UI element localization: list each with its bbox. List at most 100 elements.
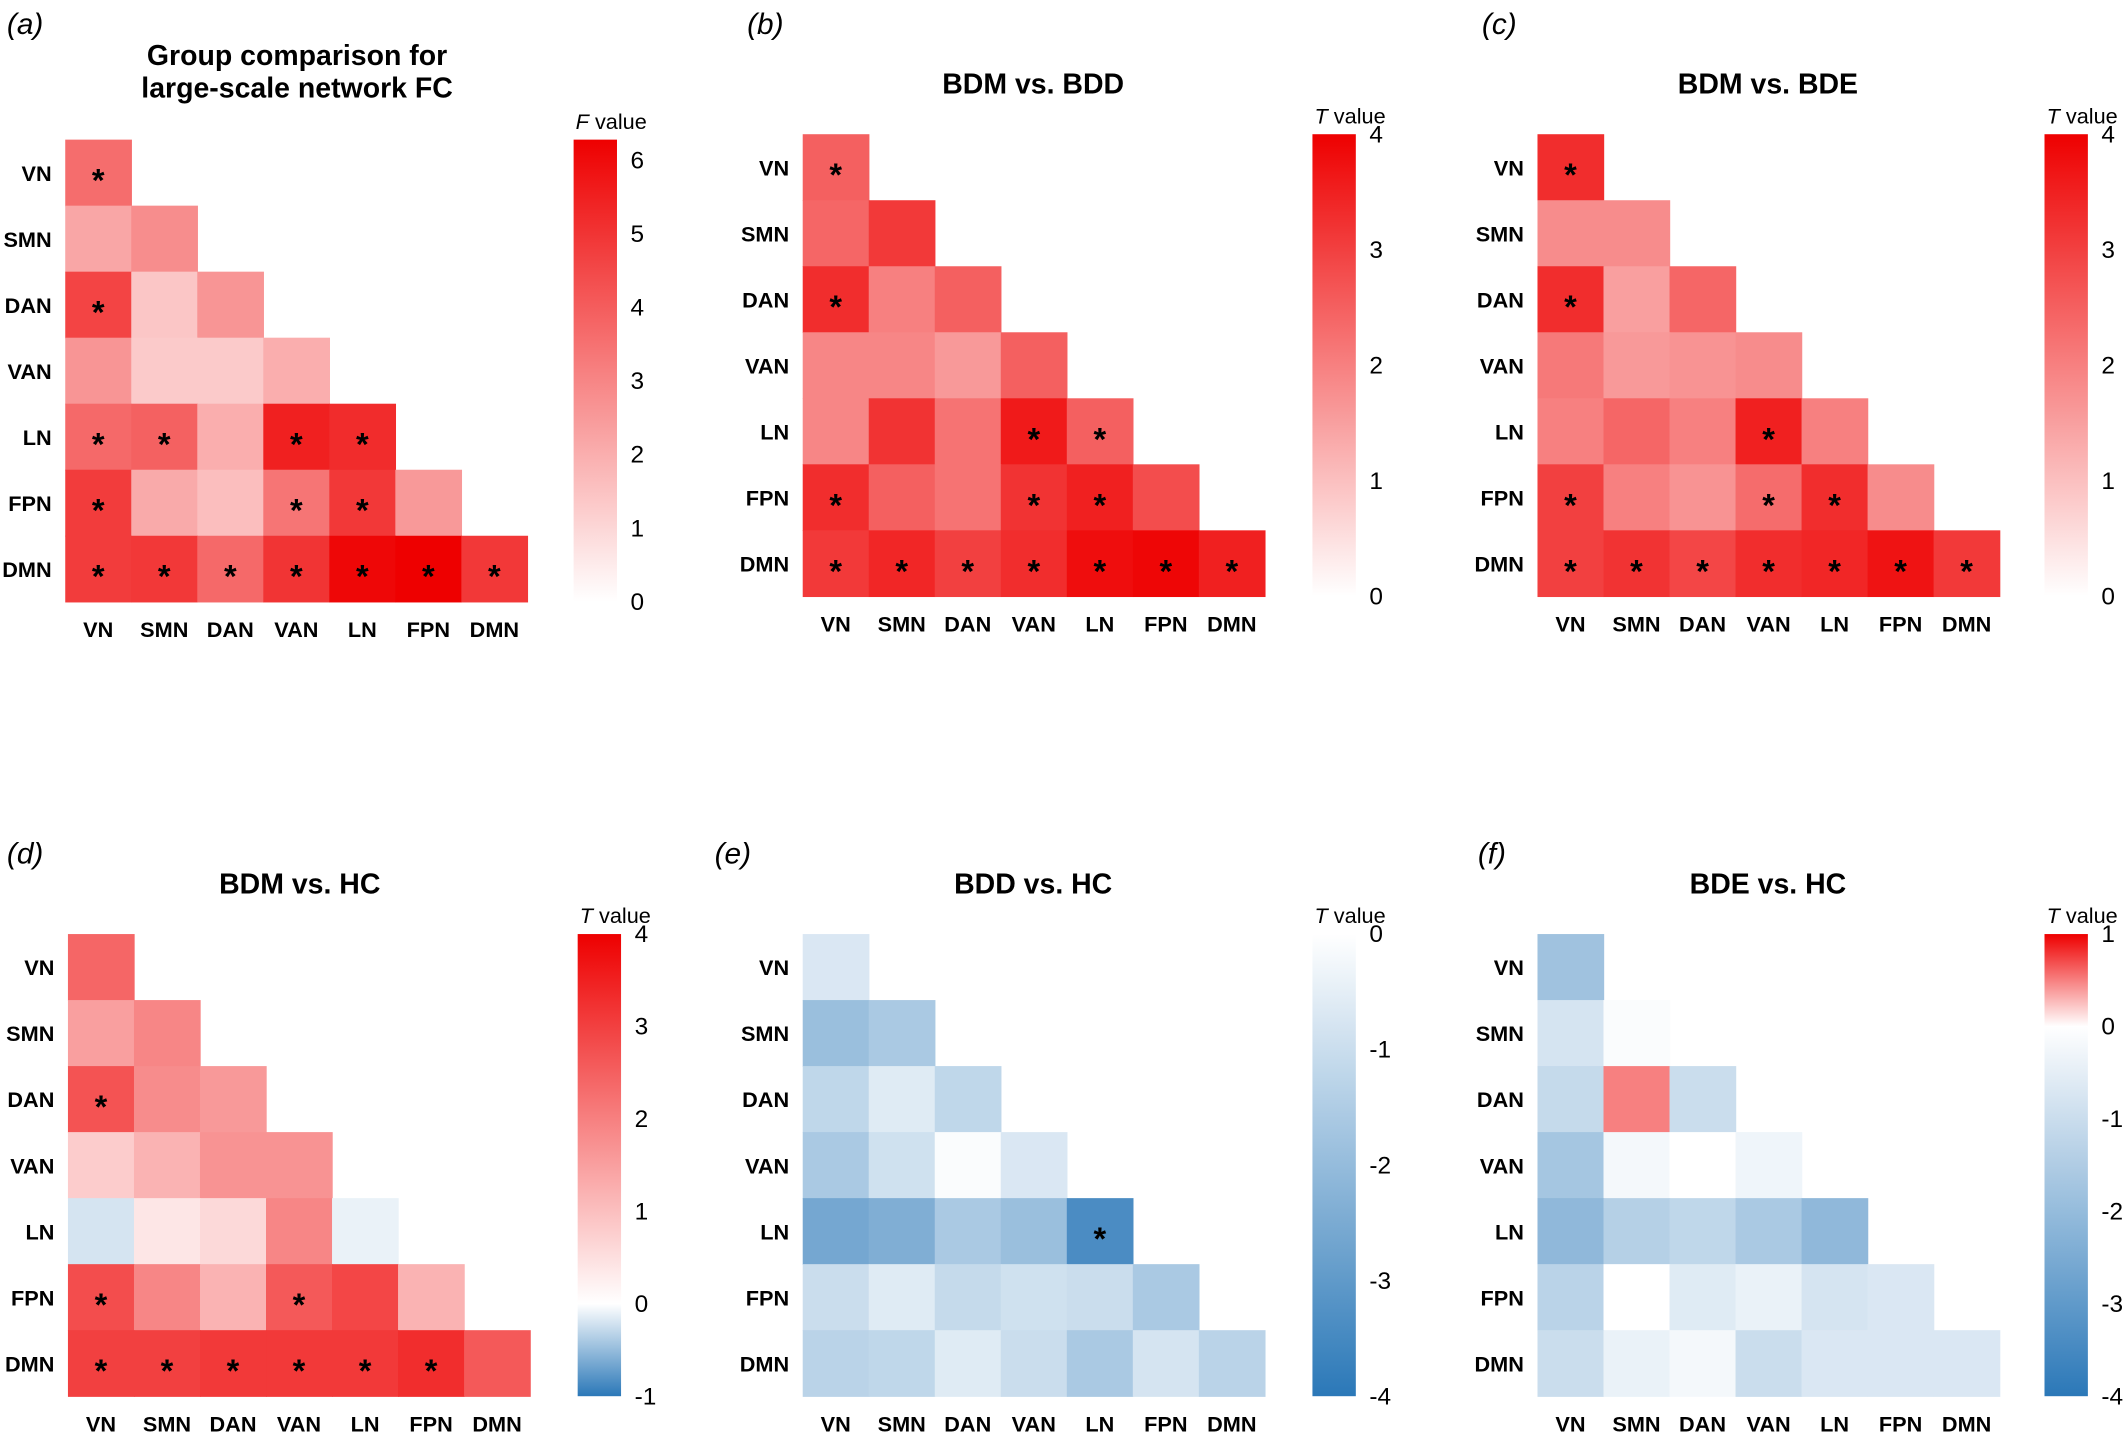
colorbar-tick-label: 1 bbox=[2101, 468, 2115, 495]
cell-DMN-LN bbox=[1066, 1330, 1134, 1397]
chart-title: BDM vs. HC bbox=[219, 868, 380, 900]
y-tick-label: VAN bbox=[1480, 1153, 1524, 1178]
cell-FPN-DAN bbox=[199, 1264, 267, 1331]
panel-label: (f) bbox=[1478, 838, 1506, 871]
x-tick-label: FPN bbox=[1879, 612, 1922, 637]
cell-VAN-DAN bbox=[197, 337, 264, 405]
significance-star: * bbox=[290, 493, 303, 529]
cell-DAN-DAN bbox=[1669, 1066, 1737, 1133]
cell-FPN-LN bbox=[332, 1264, 399, 1331]
cell-LN-SMN bbox=[131, 403, 198, 471]
x-tick-label: VAN bbox=[277, 1411, 321, 1436]
cell-VAN-DAN bbox=[1669, 1132, 1737, 1199]
cell-VAN-VN bbox=[1537, 1132, 1605, 1199]
colorbar-title-text: value bbox=[1328, 103, 1386, 128]
panel-label: (a) bbox=[7, 8, 43, 41]
cell-LN-LN bbox=[329, 403, 397, 471]
cell-VAN-DAN bbox=[934, 1132, 1002, 1199]
cell-LN-VN bbox=[802, 1198, 870, 1265]
significance-star: * bbox=[422, 559, 435, 595]
x-tick-label: SMN bbox=[1612, 612, 1660, 637]
cell-FPN-DAN bbox=[934, 464, 1002, 532]
cell-LN-VAN bbox=[1735, 398, 1803, 465]
significance-star: * bbox=[1093, 421, 1106, 457]
cell-FPN-SMN bbox=[868, 464, 936, 532]
cell-DAN-DAN bbox=[934, 266, 1002, 333]
colorbar-tick-label: -2 bbox=[1369, 1152, 1391, 1179]
x-tick-label: SMN bbox=[878, 612, 926, 637]
cell-DMN-FPN bbox=[398, 1330, 465, 1397]
cell-DMN-VN bbox=[1537, 530, 1605, 598]
x-tick-label: DAN bbox=[1679, 1411, 1726, 1436]
colorbar-tick-label: 4 bbox=[635, 921, 649, 948]
x-tick-label: LN bbox=[1085, 612, 1114, 637]
cell-LN-VAN bbox=[266, 1198, 333, 1265]
colorbar-tick-label: 1 bbox=[631, 515, 645, 542]
cell-VN-VN bbox=[1537, 934, 1605, 1001]
y-tick-label: DMN bbox=[1475, 1351, 1524, 1376]
colorbar-tick-label: 0 bbox=[2101, 1014, 2115, 1041]
cell-FPN-FPN bbox=[1132, 464, 1200, 532]
x-tick-label: VAN bbox=[1012, 612, 1056, 637]
chart-title: large-scale network FC bbox=[141, 73, 453, 105]
significance-star: * bbox=[961, 553, 974, 589]
heatmap-panel-e: (e) BDD vs. HC * VN VN SMN SMN DAN DAN VAN VAN LN LN… bbox=[715, 838, 1391, 1437]
cell-VN-VN bbox=[802, 934, 870, 1001]
chart-title: Group comparison for bbox=[147, 40, 447, 72]
cell-SMN-VN bbox=[65, 205, 132, 273]
significance-star: * bbox=[1027, 553, 1040, 589]
cell-FPN-SMN bbox=[131, 469, 198, 537]
significance-star: * bbox=[1564, 487, 1577, 523]
cell-SMN-VN bbox=[802, 200, 870, 267]
x-tick-label: DAN bbox=[944, 1411, 991, 1436]
cell-DAN-DAN bbox=[199, 1066, 267, 1133]
cell-DMN-VN bbox=[802, 1330, 870, 1397]
cell-DMN-VAN bbox=[1735, 530, 1803, 598]
colorbar-title: F value bbox=[576, 109, 647, 134]
cell-DMN-DMN bbox=[1198, 1330, 1266, 1397]
cell-FPN-VN bbox=[802, 464, 870, 532]
cell-DMN-VAN bbox=[263, 535, 330, 603]
cell-DMN-VN bbox=[802, 530, 870, 598]
cell-DMN-VAN bbox=[1000, 1330, 1068, 1397]
cell-FPN-VAN bbox=[1000, 464, 1068, 532]
cell-FPN-SMN bbox=[868, 1264, 936, 1331]
y-tick-label: SMN bbox=[3, 227, 51, 252]
cell-FPN-VN bbox=[802, 1264, 870, 1331]
significance-star: * bbox=[1093, 487, 1106, 523]
y-tick-label: VN bbox=[22, 161, 52, 186]
x-tick-label: DMN bbox=[1942, 1411, 1991, 1436]
cell-DMN-LN bbox=[329, 535, 397, 603]
y-tick-label: FPN bbox=[746, 1285, 789, 1310]
colorbar bbox=[1312, 134, 1356, 597]
significance-star: * bbox=[92, 295, 105, 331]
chart-title: BDM vs. BDE bbox=[1678, 69, 1858, 101]
cell-VN-VN bbox=[67, 934, 135, 1001]
significance-star: * bbox=[829, 157, 842, 193]
y-tick-label: DAN bbox=[5, 293, 52, 318]
colorbar bbox=[577, 934, 622, 1397]
cell-DMN-DMN bbox=[1933, 530, 2001, 598]
colorbar-tick-label: 3 bbox=[631, 368, 645, 395]
x-tick-label: VAN bbox=[1012, 1411, 1056, 1436]
cell-DMN-SMN bbox=[868, 1330, 936, 1397]
significance-star: * bbox=[92, 559, 105, 595]
x-tick-label: DAN bbox=[207, 617, 254, 642]
y-tick-label: LN bbox=[760, 1219, 789, 1244]
significance-star: * bbox=[356, 493, 369, 529]
cell-VAN-VN bbox=[802, 332, 870, 399]
cell-LN-DAN bbox=[199, 1198, 267, 1265]
cell-DMN-SMN bbox=[1603, 1330, 1671, 1397]
x-tick-label: SMN bbox=[140, 617, 188, 642]
significance-star: * bbox=[1762, 553, 1775, 589]
cell-FPN-DAN bbox=[1669, 1264, 1737, 1331]
colorbar-tick-label: -1 bbox=[635, 1383, 657, 1410]
cell-LN-VN bbox=[1537, 1198, 1605, 1265]
cell-FPN-LN bbox=[329, 469, 397, 537]
y-tick-label: VAN bbox=[1480, 353, 1524, 378]
x-tick-label: DMN bbox=[472, 1411, 521, 1436]
cell-FPN-SMN bbox=[1603, 464, 1671, 532]
colorbar-title-symbol: F bbox=[576, 109, 591, 134]
significance-star: * bbox=[293, 1287, 306, 1323]
